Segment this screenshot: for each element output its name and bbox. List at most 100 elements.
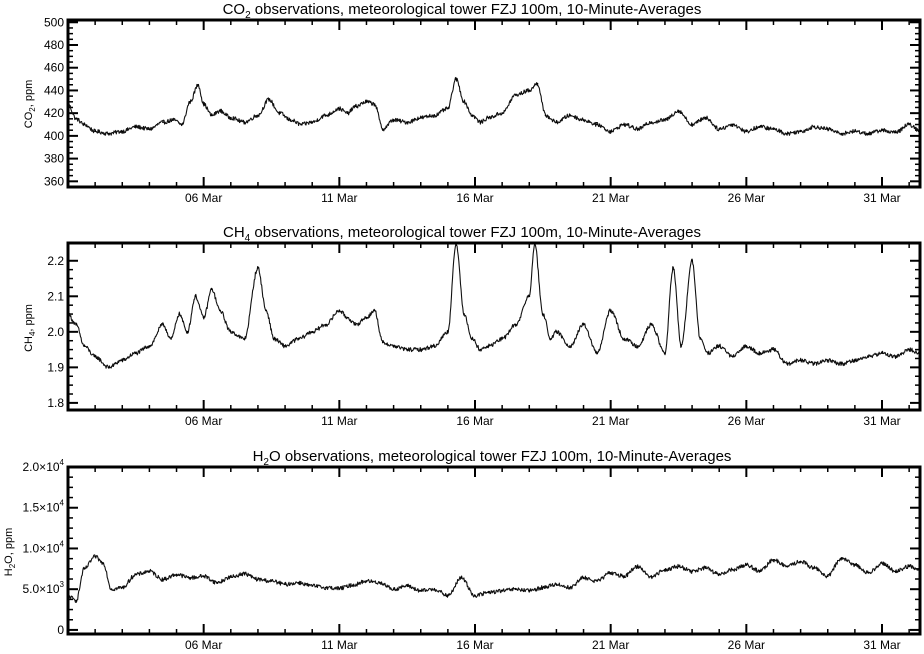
ch4-data-point: [94, 355, 96, 358]
ch4-x-tick-label: 16 Mar: [456, 414, 493, 428]
h2o-data-point: [813, 567, 816, 569]
ch4-data-point: [680, 345, 683, 347]
h2o-data-point: [596, 580, 598, 582]
h2o-data-point: [555, 583, 558, 586]
h2o-series-line: [68, 554, 921, 603]
co2-data-point: [854, 130, 856, 133]
h2o-data-point: [189, 576, 192, 579]
co2-y-tick-label: 360: [44, 174, 64, 188]
h2o-data-point: [894, 570, 897, 573]
ch4-data-point: [854, 359, 856, 362]
h2o-data-point: [460, 576, 463, 579]
ch4-x-tick-label: 26 Mar: [728, 414, 765, 428]
ch4-y-axis: 1.8 1.9 2.0 2.1 2.2: [47, 254, 920, 410]
h2o-data-point: [447, 594, 449, 597]
co2-data-point: [148, 128, 151, 131]
co2-data-point: [278, 112, 281, 115]
h2o-data-point: [257, 578, 259, 581]
h2o-data-point: [731, 568, 734, 571]
co2-data-point: [346, 112, 349, 115]
h2o-data-point: [826, 575, 829, 578]
h2o-data-point: [799, 560, 802, 563]
h2o-plot-frame: [66, 465, 922, 636]
h2o-x-tick-label: 11 Mar: [321, 638, 357, 652]
co2-y-axis-label: CO2, ppm: [23, 80, 37, 128]
co2-y-axis: 360 380 400 420 440 460 480 500: [44, 15, 920, 188]
ch4-data-point: [463, 313, 466, 315]
co2-data-point: [338, 107, 341, 110]
h2o-data-point: [867, 572, 870, 574]
co2-data-point: [596, 123, 598, 126]
co2-data-point: [664, 119, 666, 121]
ch4-data-point: [582, 323, 585, 326]
h2o-data-point: [162, 578, 164, 581]
co2-data-point: [471, 114, 474, 117]
ch4-data-point: [107, 366, 110, 369]
h2o-data-point: [908, 565, 910, 568]
ch4-data-point: [311, 330, 314, 333]
co2-data-point: [772, 128, 775, 131]
ch4-data-point: [867, 355, 870, 358]
co2-data-point: [354, 105, 357, 108]
ch4-data-point: [487, 345, 490, 347]
ch4-data-point: [121, 359, 124, 362]
ch4-data-point: [257, 267, 259, 269]
h2o-data-point: [338, 587, 341, 590]
co2-data-point: [867, 132, 870, 135]
co2-data-point: [528, 89, 531, 92]
co2-data-point: [455, 78, 457, 80]
h2o-data-point: [365, 580, 368, 582]
ch4-data-point: [243, 338, 246, 340]
co2-data-point: [636, 128, 639, 131]
co2-data-point: [569, 114, 571, 117]
ch4-data-point: [894, 355, 897, 358]
co2-data-point: [289, 119, 292, 121]
h2o-data-point: [134, 573, 137, 576]
ch4-data-point: [501, 338, 503, 340]
h2o-data-point: [623, 575, 626, 578]
ch4-data-point: [672, 267, 674, 269]
co2-series: [67, 76, 921, 137]
co2-data-point: [826, 128, 829, 131]
h2o-data-point: [102, 562, 105, 564]
ch4-x-tick-label: 11 Mar: [321, 414, 357, 428]
ch4-x-tick-label: 06 Mar: [185, 414, 222, 428]
co2-data-point: [544, 114, 547, 117]
co2-data-point: [555, 121, 558, 124]
ch4-data-point: [691, 259, 693, 262]
ch4-data-point: [134, 352, 137, 354]
co2-data-point: [197, 83, 200, 86]
h2o-data-point: [854, 563, 856, 566]
co2-data-point: [94, 130, 96, 133]
ch4-data-point: [346, 316, 349, 319]
h2o-data-point: [121, 586, 124, 589]
h2o-data-point: [664, 568, 666, 571]
h2o-y-tick-label: 1.5×104: [23, 499, 65, 515]
h2o-data-point: [474, 594, 476, 597]
ch4-data-point: [392, 345, 395, 347]
co2-data-point: [189, 100, 192, 103]
co2-data-point: [894, 131, 897, 134]
co2-data-point: [392, 119, 395, 121]
ch4-data-point: [623, 338, 626, 340]
ch4-data-point: [718, 345, 721, 347]
h2o-data-point: [352, 584, 354, 586]
co2-data-point: [745, 130, 748, 133]
ch4-data-point: [731, 355, 734, 358]
co2-data-point: [447, 107, 449, 110]
ch4-data-point: [75, 323, 77, 326]
co2-data-point: [704, 116, 707, 119]
h2o-data-point: [110, 588, 113, 591]
ch4-series: [67, 243, 921, 369]
co2-y-tick-label: 440: [44, 83, 64, 97]
co2-data-point: [243, 121, 246, 124]
co2-data-point: [107, 132, 110, 135]
h2o-data-point: [175, 573, 178, 576]
h2o-data-point: [881, 562, 883, 564]
ch4-data-point: [479, 348, 482, 351]
ch4-x-axis: 06 Mar 11 Mar 16 Mar 21 Mar 26 Mar 31 Mar: [67, 243, 910, 428]
co2-y-tick-label: 400: [44, 129, 64, 143]
ch4-data-point: [194, 295, 197, 298]
co2-data-point: [840, 132, 843, 135]
ch4-data-point: [514, 323, 517, 326]
